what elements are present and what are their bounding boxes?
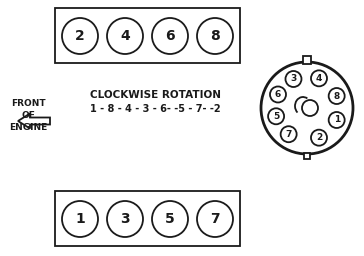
Text: 1: 1 (75, 212, 85, 226)
Bar (55, 8, 240, 63)
Text: 2: 2 (75, 29, 85, 43)
Bar (304, 153, 310, 159)
Circle shape (152, 18, 188, 54)
Circle shape (329, 112, 345, 128)
Circle shape (62, 201, 98, 237)
Circle shape (62, 18, 98, 54)
Text: 2: 2 (316, 133, 322, 142)
Circle shape (197, 201, 233, 237)
Circle shape (107, 201, 143, 237)
Circle shape (281, 126, 297, 142)
Text: 4: 4 (316, 74, 322, 83)
Text: CLOCKWISE ROTATION: CLOCKWISE ROTATION (90, 90, 221, 100)
Circle shape (270, 87, 286, 102)
Circle shape (311, 70, 327, 86)
Text: 8: 8 (210, 29, 220, 43)
Text: 7: 7 (210, 212, 220, 226)
Text: 5: 5 (165, 212, 175, 226)
Text: 3: 3 (120, 212, 130, 226)
Circle shape (285, 71, 301, 87)
Circle shape (152, 201, 188, 237)
Text: 5: 5 (273, 112, 279, 121)
Text: 6: 6 (275, 90, 281, 99)
Text: 1: 1 (333, 115, 340, 124)
Circle shape (329, 88, 345, 104)
FancyArrow shape (18, 113, 50, 129)
Circle shape (311, 130, 327, 146)
Text: 7: 7 (285, 130, 292, 139)
Text: 6: 6 (165, 29, 175, 43)
Text: 1 - 8 - 4 - 3 - 6- -5 - 7- -2: 1 - 8 - 4 - 3 - 6- -5 - 7- -2 (90, 104, 220, 114)
Bar (303, 56, 311, 64)
Circle shape (268, 108, 284, 124)
Bar (55, 191, 240, 246)
Circle shape (107, 18, 143, 54)
Circle shape (302, 100, 318, 116)
Circle shape (261, 62, 353, 154)
Text: FRONT
OF
ENGINE: FRONT OF ENGINE (9, 99, 47, 132)
Circle shape (197, 18, 233, 54)
Text: 3: 3 (290, 74, 297, 83)
Text: 8: 8 (333, 91, 340, 101)
Text: 4: 4 (120, 29, 130, 43)
